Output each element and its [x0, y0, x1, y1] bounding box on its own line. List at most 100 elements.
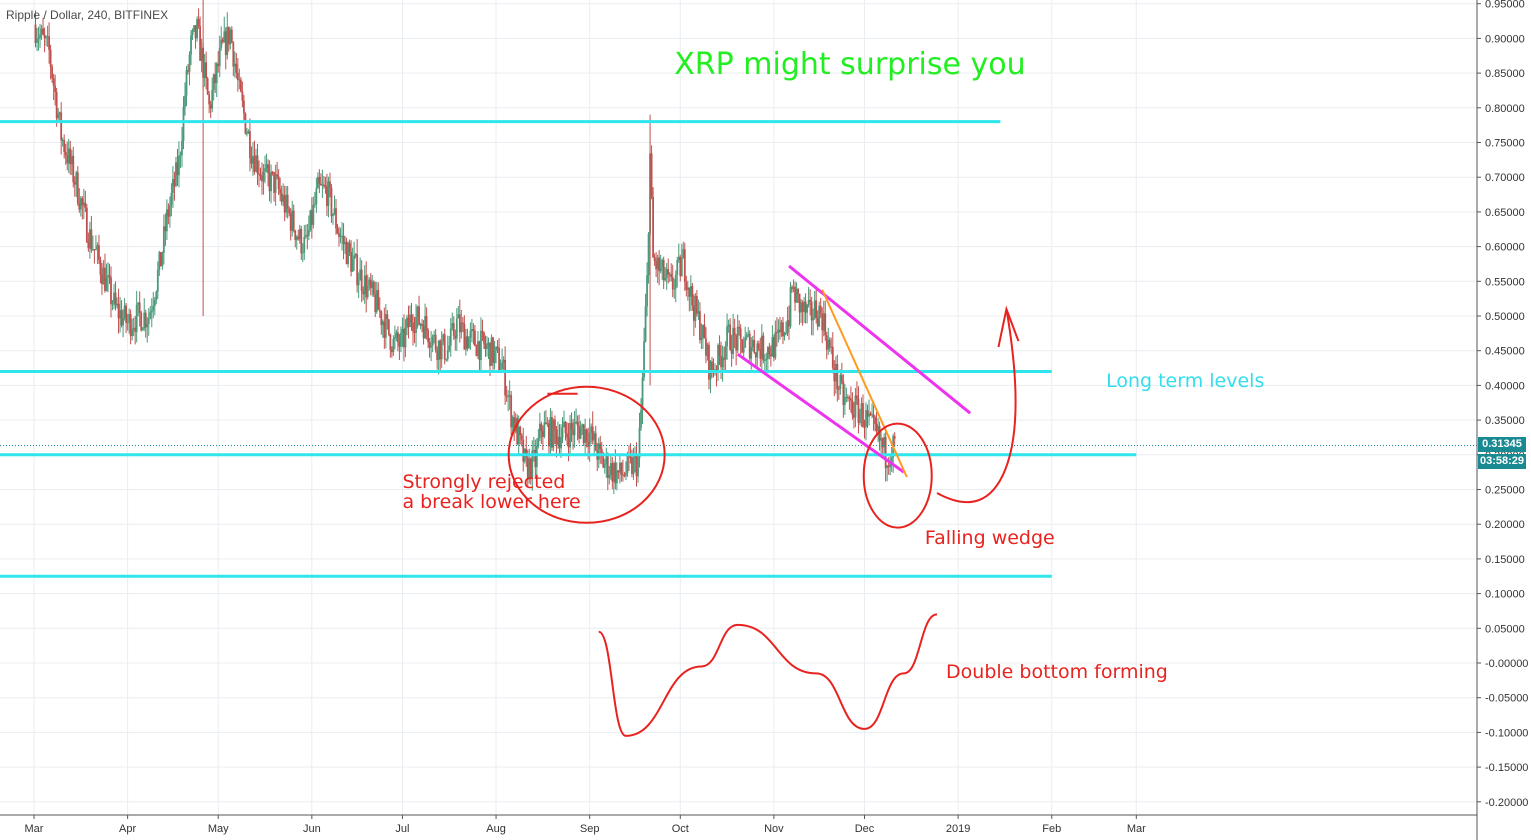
price-tick-label: 0.55000	[1485, 276, 1525, 288]
candle-body	[407, 317, 410, 328]
candle-body	[662, 259, 665, 281]
candle-body	[862, 403, 864, 427]
candle-body	[304, 235, 307, 237]
candle-body	[116, 303, 118, 306]
time-tick-label: Nov	[764, 823, 784, 835]
candle-body	[226, 26, 229, 56]
candle-body	[147, 318, 150, 325]
candle-body	[631, 457, 633, 475]
candle-body	[295, 236, 298, 241]
candle-body	[738, 326, 741, 329]
candle-body	[615, 470, 618, 484]
candle-body	[400, 332, 402, 347]
price-tick-label: 0.05000	[1485, 623, 1525, 635]
candle-body	[249, 131, 251, 159]
wedge-lower-line	[736, 352, 905, 474]
candle-body	[785, 332, 787, 334]
candle-body	[415, 317, 417, 333]
symbol-header[interactable]: Ripple / Dollar, 240, BITFINEX	[6, 8, 169, 22]
candle-body	[839, 375, 842, 390]
candle-body	[889, 462, 892, 468]
candle-body	[286, 194, 289, 209]
candle-body	[718, 344, 721, 356]
price-axis[interactable]: 0.95000 0.90000 0.85000 0.80000 0.75000 0.700…	[1476, 0, 1528, 840]
candle-body	[779, 329, 781, 333]
candle-body	[178, 155, 180, 176]
candle-body	[724, 346, 727, 360]
candle-body	[85, 207, 88, 242]
candle-body	[378, 309, 381, 312]
candle-body	[557, 436, 559, 445]
candle-body	[162, 226, 165, 253]
candle-body	[175, 162, 177, 187]
candle-body	[409, 314, 411, 328]
candle-body	[774, 331, 777, 358]
candle-body	[801, 302, 804, 312]
candle-body	[507, 396, 510, 398]
candle-body	[132, 327, 135, 330]
candle-body	[695, 295, 698, 314]
candle-body	[96, 245, 99, 250]
candle-body	[463, 323, 466, 350]
time-tick-label: May	[208, 823, 229, 835]
candle-body	[143, 312, 146, 329]
candle-body	[342, 235, 345, 245]
candle-body	[754, 352, 757, 358]
candle-body	[836, 363, 839, 389]
candle-body	[323, 184, 325, 186]
symbol-name: Ripple / Dollar	[6, 8, 81, 22]
candle-body	[759, 349, 762, 359]
candle-body	[680, 257, 683, 277]
candle-body	[668, 274, 671, 276]
candle-body	[783, 332, 786, 337]
candle-body	[489, 342, 491, 366]
candle-body	[341, 235, 343, 237]
candle-body	[643, 341, 645, 378]
candle-body	[552, 419, 555, 448]
candle-body	[390, 349, 393, 353]
candle-body	[644, 306, 647, 342]
candle-body	[558, 436, 561, 449]
candle-body	[179, 155, 182, 157]
candle-body	[246, 133, 248, 135]
candle-body	[593, 433, 596, 441]
candle-body	[798, 293, 801, 313]
candle-body	[188, 54, 191, 72]
candle-body	[477, 341, 479, 356]
candle-body	[591, 426, 594, 441]
candle-body	[99, 259, 102, 275]
candle-body	[647, 233, 650, 276]
candle-body	[412, 322, 414, 332]
candle-body	[52, 78, 55, 86]
candle-body	[650, 153, 653, 197]
candle-body	[146, 324, 149, 328]
candle-body	[61, 139, 64, 141]
candle-body	[185, 70, 188, 96]
candle-body	[389, 334, 392, 350]
candle-body	[825, 335, 828, 350]
candle-body	[159, 251, 162, 267]
candle-body	[611, 463, 614, 482]
candle-body	[258, 173, 260, 175]
candle-body	[609, 463, 612, 475]
candle-body	[298, 229, 301, 240]
candle-body	[72, 155, 75, 183]
candle-body	[472, 329, 475, 331]
candle-body	[211, 89, 214, 109]
candle-body	[84, 202, 87, 208]
time-tick-label: Dec	[855, 823, 875, 835]
double-bottom-sketch	[598, 613, 938, 737]
price-tick-label: 0.50000	[1485, 311, 1525, 323]
candle-body	[301, 252, 304, 254]
time-axis[interactable]: Mar Apr May Jun Jul Aug Sep Oct Nov Dec 2019 Feb Mar	[0, 814, 1477, 835]
candle-body	[262, 171, 265, 182]
candle-body	[797, 289, 799, 294]
candle-body	[114, 292, 117, 306]
candle-body	[150, 310, 153, 313]
candle-body	[283, 195, 286, 213]
candle-body	[320, 183, 322, 186]
candle-body	[173, 179, 176, 187]
candle-body	[665, 269, 668, 278]
candle-body	[123, 305, 126, 318]
